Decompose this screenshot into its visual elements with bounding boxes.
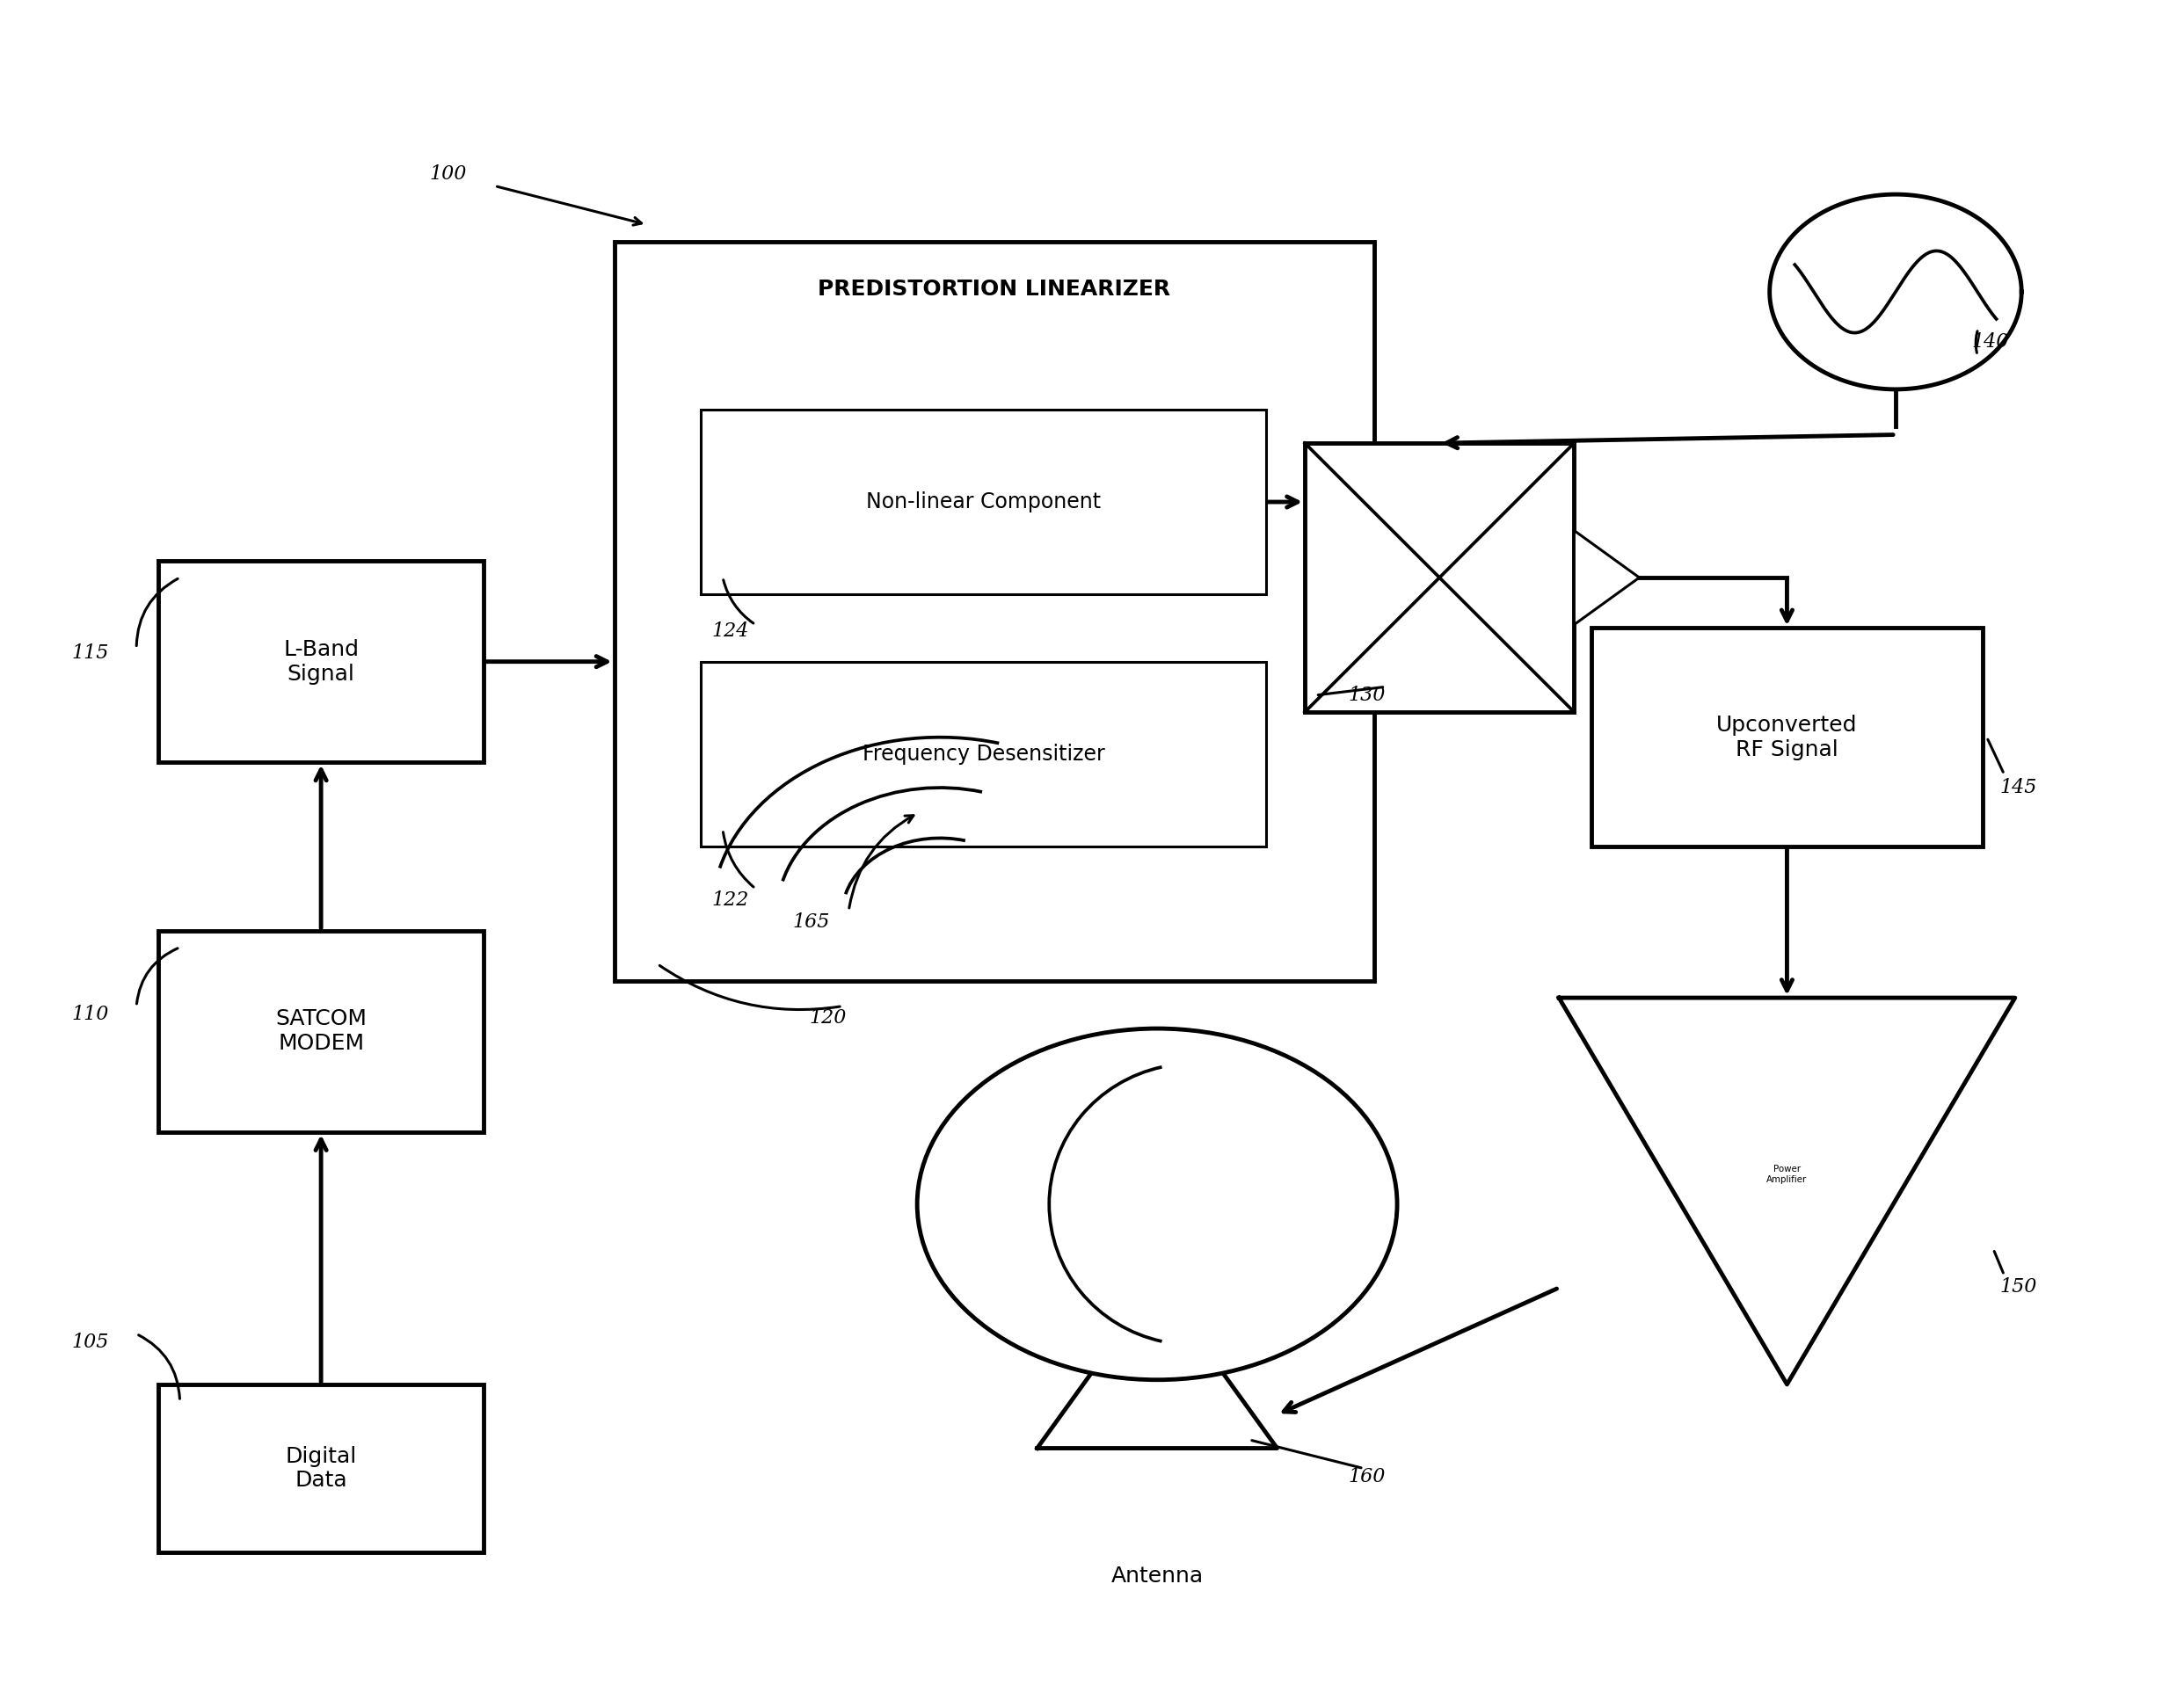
Text: 160: 160 bbox=[1348, 1468, 1385, 1486]
Polygon shape bbox=[1575, 530, 1640, 625]
Bar bbox=[1304, 444, 1575, 713]
Text: Upconverted
RF Signal: Upconverted RF Signal bbox=[1717, 714, 1859, 760]
Bar bbox=[1592, 628, 1983, 846]
Polygon shape bbox=[1559, 997, 2016, 1385]
Text: 145: 145 bbox=[2001, 779, 2038, 797]
Text: Non-linear Component: Non-linear Component bbox=[867, 491, 1101, 513]
Ellipse shape bbox=[917, 1029, 1398, 1380]
Text: 150: 150 bbox=[2001, 1277, 2038, 1297]
Text: Antenna: Antenna bbox=[1112, 1566, 1203, 1586]
Text: 115: 115 bbox=[72, 643, 109, 664]
Text: 124: 124 bbox=[712, 621, 749, 642]
Text: 100: 100 bbox=[430, 164, 467, 185]
Text: PREDISTORTION LINEARIZER: PREDISTORTION LINEARIZER bbox=[819, 278, 1171, 300]
Text: SATCOM
MODEM: SATCOM MODEM bbox=[275, 1009, 367, 1055]
Bar bbox=[701, 410, 1267, 594]
Text: 165: 165 bbox=[793, 913, 830, 931]
Text: Digital
Data: Digital Data bbox=[286, 1446, 356, 1492]
Text: 110: 110 bbox=[72, 1006, 109, 1024]
Bar bbox=[157, 1385, 485, 1552]
Text: 105: 105 bbox=[72, 1332, 109, 1353]
Polygon shape bbox=[1037, 1282, 1278, 1448]
Text: L-Band
Signal: L-Band Signal bbox=[284, 638, 358, 684]
Bar bbox=[614, 242, 1374, 980]
Bar bbox=[157, 931, 485, 1133]
Bar bbox=[701, 662, 1267, 846]
Text: 140: 140 bbox=[1972, 332, 2009, 352]
Text: 130: 130 bbox=[1348, 686, 1385, 704]
Bar bbox=[157, 560, 485, 762]
Text: Frequency Desensitizer: Frequency Desensitizer bbox=[863, 743, 1105, 765]
Text: 120: 120 bbox=[810, 1009, 847, 1028]
Text: Power
Amplifier: Power Amplifier bbox=[1767, 1165, 1808, 1183]
Text: 122: 122 bbox=[712, 891, 749, 909]
